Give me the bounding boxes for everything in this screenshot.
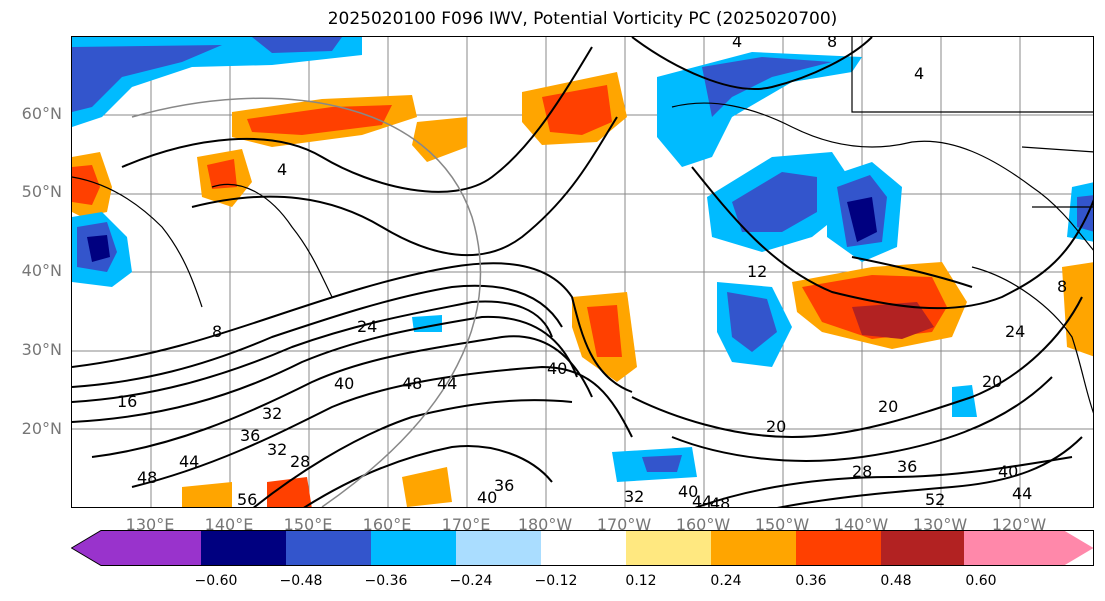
contour-label: 36 bbox=[240, 426, 260, 445]
contour-label: 36 bbox=[897, 457, 917, 476]
colorbar-segment bbox=[456, 530, 541, 566]
contour-label: 48 bbox=[710, 494, 730, 508]
contour-label: 28 bbox=[290, 452, 310, 471]
contour-label: 8 bbox=[1057, 277, 1067, 296]
colorbar-tick: 0.36 bbox=[795, 573, 827, 589]
lat-label: 60°N bbox=[21, 104, 62, 123]
iwv-contours bbox=[72, 37, 1093, 507]
colorbar-tick: −0.48 bbox=[279, 573, 323, 589]
lon-label: 140°E bbox=[204, 515, 254, 534]
contour-label: 20 bbox=[878, 397, 898, 416]
contour-label: 4 bbox=[732, 37, 742, 51]
contour-label: 52 bbox=[925, 490, 945, 508]
colorbar-segment bbox=[881, 530, 964, 566]
contour-label: 32 bbox=[624, 487, 644, 506]
contour-label: 32 bbox=[267, 440, 287, 459]
colorbar-segment bbox=[71, 530, 201, 566]
colorbar-segment bbox=[626, 530, 711, 566]
lon-label: 120°W bbox=[991, 515, 1047, 534]
contour-label: 44 bbox=[1012, 484, 1032, 503]
colorbar-segment bbox=[541, 530, 626, 566]
colorbar-tick: 0.12 bbox=[625, 573, 657, 589]
colorbar-tick: −0.24 bbox=[449, 573, 493, 589]
great-circle-arc bbox=[131, 97, 482, 507]
contour-label: 20 bbox=[766, 417, 786, 436]
chart-title: 2025020100 F096 IWV, Potential Vorticity… bbox=[327, 9, 838, 29]
contour-label: 40 bbox=[477, 488, 497, 507]
contour-label: 56 bbox=[237, 490, 257, 508]
colorbar-segment bbox=[796, 530, 881, 566]
colorbar-tick: −0.60 bbox=[194, 573, 238, 589]
map-panel: 8 4 4 4 12 8 24 16 32 40 48 44 40 36 32 … bbox=[71, 36, 1094, 508]
map-canvas: 8 4 4 4 12 8 24 16 32 40 48 44 40 36 32 … bbox=[72, 37, 1093, 508]
colorbar-segment bbox=[711, 530, 796, 566]
colorbar bbox=[71, 530, 1094, 566]
colorbar-segment bbox=[286, 530, 371, 566]
colorbar-tick: 0.48 bbox=[880, 573, 912, 589]
contour-label: 48 bbox=[402, 374, 422, 393]
colorbar-tick: −0.36 bbox=[364, 573, 408, 589]
lon-label: 140°W bbox=[833, 515, 889, 534]
contour-label: 4 bbox=[914, 64, 924, 83]
contour-label: 8 bbox=[827, 37, 837, 51]
contour-label: 36 bbox=[494, 476, 514, 495]
contour-label: 16 bbox=[117, 392, 137, 411]
contour-label: 24 bbox=[1005, 322, 1025, 341]
contour-label: 44 bbox=[692, 492, 712, 508]
lon-label: 150°W bbox=[754, 515, 810, 534]
lon-label: 170°W bbox=[596, 515, 652, 534]
lat-label: 20°N bbox=[21, 419, 62, 438]
contour-label: 32 bbox=[262, 404, 282, 423]
contour-label: 48 bbox=[137, 468, 157, 487]
contour-label: 28 bbox=[852, 462, 872, 481]
colorbar-segment bbox=[201, 530, 286, 566]
colorbar-tick: 0.24 bbox=[710, 573, 742, 589]
lat-label: 50°N bbox=[21, 182, 62, 201]
contour-label: 44 bbox=[179, 452, 199, 471]
contour-label-group: 8 4 4 4 12 8 24 16 32 40 48 44 40 36 32 … bbox=[117, 37, 1067, 508]
contour-label: 40 bbox=[547, 359, 567, 378]
contour-label: 8 bbox=[212, 322, 222, 341]
lon-label: 160°W bbox=[675, 515, 731, 534]
contour-label: 40 bbox=[678, 482, 698, 501]
contour-label: 24 bbox=[357, 317, 377, 336]
lon-label: 180°W bbox=[517, 515, 573, 534]
lon-label: 150°E bbox=[283, 515, 333, 534]
lon-label: 130°E bbox=[125, 515, 175, 534]
lon-label: 160°E bbox=[362, 515, 412, 534]
lat-label: 30°N bbox=[21, 340, 62, 359]
contour-label: 12 bbox=[747, 262, 767, 281]
contour-label: 4 bbox=[277, 160, 287, 179]
lon-label: 170°E bbox=[441, 515, 491, 534]
coastlines bbox=[72, 37, 1093, 414]
lon-label: 130°W bbox=[912, 515, 968, 534]
contour-label: 20 bbox=[982, 372, 1002, 391]
contour-label: 44 bbox=[437, 374, 457, 393]
colorbar-segment bbox=[371, 530, 456, 566]
lat-label: 40°N bbox=[21, 261, 62, 280]
colorbar-segment bbox=[964, 530, 1094, 566]
contour-label: 40 bbox=[998, 462, 1018, 481]
contour-label: 40 bbox=[334, 374, 354, 393]
colorbar-tick: −0.12 bbox=[534, 573, 578, 589]
pv-shading bbox=[72, 37, 1093, 507]
colorbar-tick: 0.60 bbox=[965, 573, 997, 589]
